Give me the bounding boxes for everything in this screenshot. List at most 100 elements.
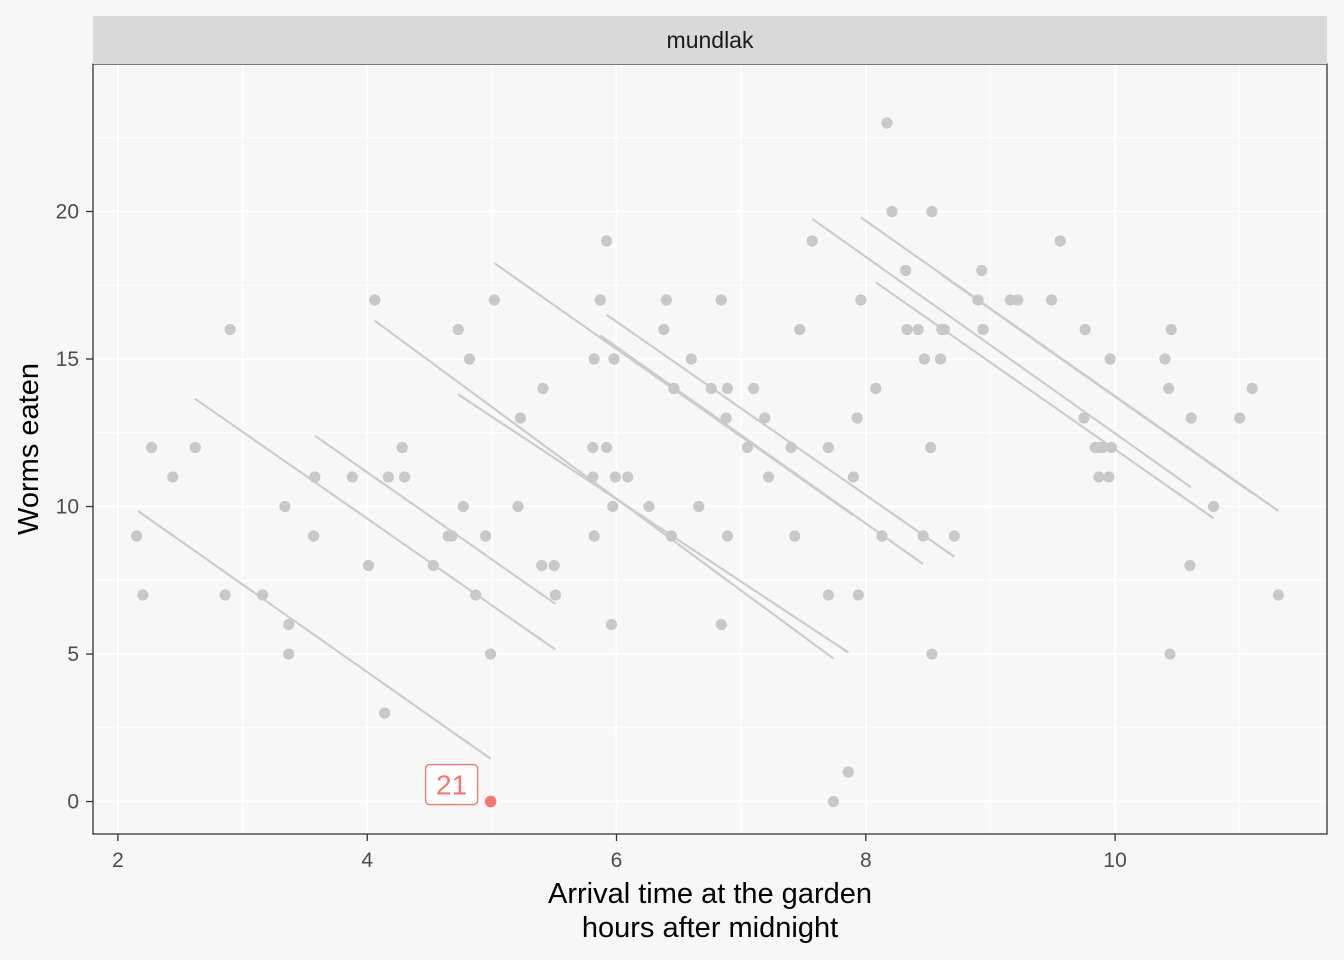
data-point	[721, 382, 734, 395]
highlight-label-box	[424, 763, 479, 806]
data-point	[842, 766, 854, 778]
data-point	[463, 353, 476, 365]
data-point	[870, 382, 882, 395]
x-axis-ticks: 2 4 6 8 10	[112, 834, 1127, 872]
data-point	[600, 235, 613, 247]
data-point	[1104, 353, 1116, 365]
x-tick-label: 2	[112, 849, 124, 872]
y-tick-label: 0	[67, 791, 79, 814]
data-point	[600, 441, 613, 454]
data-point	[715, 294, 727, 306]
data-point	[918, 353, 930, 365]
data-point	[822, 589, 835, 601]
x-tick-label: 6	[611, 849, 623, 872]
data-point	[1246, 382, 1258, 395]
data-point	[847, 471, 859, 483]
data-point	[1097, 441, 1109, 454]
data-point	[789, 530, 801, 542]
data-point	[594, 294, 606, 306]
data-point	[665, 530, 677, 542]
data-point	[827, 795, 840, 808]
data-point	[1078, 412, 1090, 424]
data-point	[189, 441, 201, 454]
data-point	[741, 441, 753, 454]
x-tick-label: 10	[1103, 849, 1126, 872]
data-point	[917, 530, 929, 542]
data-point	[279, 500, 291, 513]
fit-line	[599, 334, 924, 565]
data-point	[855, 294, 867, 306]
data-point	[470, 589, 482, 601]
fit-line	[875, 281, 1215, 520]
data-points	[131, 117, 1284, 808]
data-point	[912, 323, 924, 336]
y-tick-label: 20	[56, 201, 79, 224]
data-point	[480, 530, 492, 542]
data-point	[549, 589, 562, 601]
y-tick-label: 10	[56, 496, 79, 519]
data-point	[607, 500, 619, 513]
data-point	[1159, 353, 1171, 365]
data-point	[1272, 589, 1284, 601]
data-point	[536, 559, 548, 572]
data-point	[537, 382, 549, 395]
data-point	[938, 323, 950, 336]
data-point	[588, 353, 600, 365]
data-point	[587, 471, 599, 483]
data-point	[705, 382, 717, 395]
highlight-point	[484, 795, 497, 808]
data-point	[446, 530, 458, 542]
data-point	[926, 205, 938, 218]
data-point	[1105, 441, 1117, 454]
data-point	[822, 441, 835, 454]
data-point	[452, 323, 464, 336]
data-point	[283, 618, 295, 631]
x-tick-label: 4	[361, 849, 373, 872]
data-point	[876, 530, 888, 542]
data-point	[608, 353, 620, 365]
y-axis-ticks: 0 5 10 15 20	[56, 201, 93, 814]
data-point	[309, 471, 321, 483]
data-point	[588, 530, 600, 542]
data-point	[427, 559, 439, 572]
data-point	[948, 530, 960, 542]
fit-line	[941, 274, 1253, 495]
data-point	[1184, 559, 1196, 572]
data-point	[900, 264, 912, 277]
data-point	[1012, 294, 1024, 306]
fit-line	[137, 510, 492, 760]
data-point	[283, 648, 295, 660]
y-axis-title: Worms eaten	[13, 363, 45, 535]
data-point	[609, 471, 621, 483]
data-point	[1234, 412, 1246, 424]
data-point	[685, 353, 697, 365]
x-axis-title: Arrival time at the garden	[548, 878, 872, 910]
data-point	[622, 471, 634, 483]
data-point	[1185, 412, 1197, 424]
data-point	[806, 235, 818, 247]
fit-line	[374, 319, 835, 660]
fit-line	[314, 434, 557, 605]
data-point	[851, 412, 863, 424]
data-point	[1103, 471, 1115, 483]
data-point	[396, 441, 408, 454]
data-point	[715, 618, 727, 631]
data-point	[748, 382, 760, 395]
data-point	[369, 294, 381, 306]
data-point	[457, 500, 469, 513]
data-point	[145, 441, 158, 454]
facet-strip	[93, 16, 1327, 64]
x-axis-subtitle: hours after midnight	[582, 912, 838, 944]
data-point	[762, 471, 775, 483]
data-point	[1054, 235, 1066, 247]
data-point	[224, 323, 236, 336]
fit-line	[811, 217, 1192, 489]
data-point	[658, 323, 670, 336]
data-point	[660, 294, 672, 306]
y-tick-label: 5	[67, 643, 79, 666]
fit-lines	[137, 216, 1280, 760]
data-point	[137, 589, 149, 601]
data-point	[934, 353, 947, 365]
